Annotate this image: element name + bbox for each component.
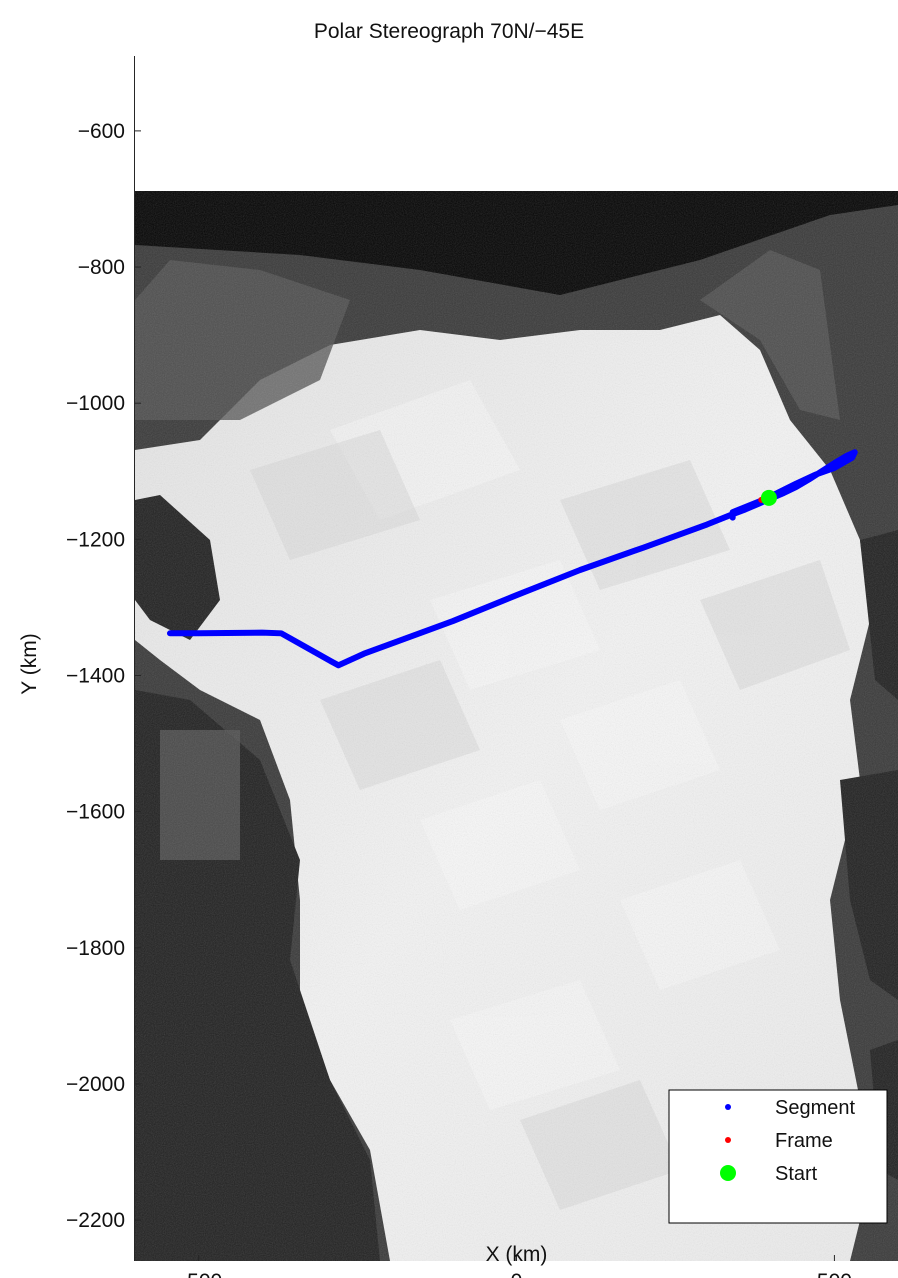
- y-tick-label: −1600: [66, 801, 125, 824]
- y-tick-label: −2000: [66, 1073, 125, 1096]
- x-tick-label: 0: [511, 1270, 523, 1278]
- y-tick-label: −800: [78, 256, 125, 279]
- legend-label-frame: Frame: [775, 1130, 833, 1152]
- satellite-mosaic: [135, 191, 898, 1261]
- x-tick-label: −500: [175, 1270, 222, 1278]
- y-tick-label: −1000: [66, 392, 125, 415]
- y-axis-label: Y (km): [18, 633, 41, 695]
- legend: Segment Frame Start: [668, 1089, 888, 1224]
- y-tick-label: −2200: [66, 1209, 125, 1232]
- legend-marker-segment: [725, 1104, 731, 1110]
- y-tick-label: −600: [78, 120, 125, 143]
- chart-title: Polar Stereograph 70N/−45E: [313, 20, 585, 43]
- legend-label-start: Start: [775, 1163, 818, 1185]
- start-point: [760, 489, 777, 506]
- track-series: [166, 449, 858, 669]
- y-tick-label: −1400: [66, 665, 125, 688]
- legend-label-segment: Segment: [775, 1097, 855, 1119]
- x-ticks: −500 0 500: [175, 1255, 852, 1278]
- legend-marker-start: [720, 1165, 736, 1181]
- y-tick-label: −1800: [66, 937, 125, 960]
- x-axis-label: X (km): [485, 1243, 548, 1266]
- y-ticks: −600 −800 −1000 −1200 −1400 −1600 −1800 −2000 −2…: [66, 120, 141, 1232]
- y-tick-label: −1200: [66, 528, 125, 551]
- legend-marker-frame: [725, 1137, 731, 1143]
- x-tick-label: 500: [817, 1270, 852, 1278]
